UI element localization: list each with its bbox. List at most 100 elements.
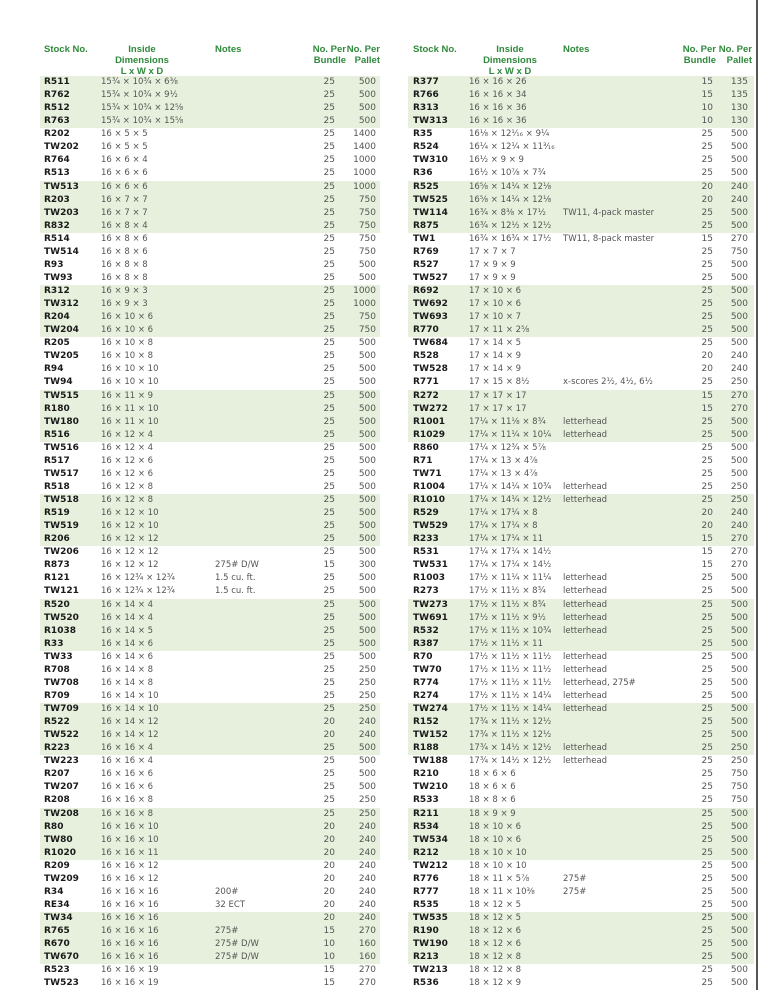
per-bundle: 25 xyxy=(323,416,335,427)
per-pallet: 500 xyxy=(730,625,748,636)
inside-dimensions: 17¾ × 14½ × 12½ xyxy=(469,756,552,767)
stock-no: R769 xyxy=(413,246,439,257)
per-pallet: 500 xyxy=(730,965,748,976)
stock-no: R152 xyxy=(413,717,439,728)
inside-dimensions: 17¼ × 11¼ × 10¼ xyxy=(469,429,552,440)
table-row: R212 18 × 10 × 10 25 500 xyxy=(408,846,754,860)
per-bundle: 10 xyxy=(701,116,713,127)
table-row: R777 18 × 11 × 10⅜ 275# 25 500 xyxy=(408,886,754,899)
table-row: TW203 16 × 7 × 7 25 750 xyxy=(40,206,380,220)
table-row: R34 16 × 16 × 16 200# 20 240 xyxy=(40,886,380,899)
table-row: R1038 16 × 14 × 5 25 500 xyxy=(40,624,380,638)
inside-dimensions: 16 × 12 × 8 xyxy=(101,495,154,505)
inside-dimensions: 16 × 16 × 6 xyxy=(101,769,154,780)
stock-no: R190 xyxy=(413,926,439,937)
per-bundle: 25 xyxy=(323,377,335,388)
table-row: TW208 16 × 16 × 8 25 250 xyxy=(40,807,380,821)
stock-no: R513 xyxy=(44,168,70,179)
table-row: R860 17¼ × 12¾ × 5⅞ 25 500 xyxy=(408,442,754,455)
inside-dimensions: 18 × 11 × 5⅞ xyxy=(469,873,530,884)
inside-dimensions: 17¼ × 13 × 4⅞ xyxy=(469,468,538,479)
inside-dimensions: 17½ × 11½ × 11 xyxy=(469,638,543,649)
per-pallet: 240 xyxy=(358,860,376,871)
per-bundle: 25 xyxy=(323,625,335,636)
per-bundle: 25 xyxy=(701,782,713,793)
table-row: TW80 16 × 16 × 10 20 240 xyxy=(40,833,380,847)
stock-no: R33 xyxy=(44,638,64,649)
table-row: R206 16 × 12 × 12 25 500 xyxy=(40,533,380,547)
per-pallet: 500 xyxy=(358,769,376,780)
per-bundle: 25 xyxy=(323,168,335,179)
inside-dimensions: 16 × 8 × 6 xyxy=(101,246,148,257)
stock-no: TW209 xyxy=(44,873,79,884)
table-row: TW209 16 × 16 × 12 20 240 xyxy=(40,873,380,886)
per-bundle: 25 xyxy=(323,795,335,806)
stock-no: R180 xyxy=(44,403,70,414)
stock-no: R313 xyxy=(413,103,439,114)
per-bundle: 20 xyxy=(701,181,713,192)
per-bundle: 25 xyxy=(323,312,335,323)
inside-dimensions: 16 × 12 × 10 xyxy=(101,521,159,532)
stock-no: TW520 xyxy=(44,612,79,623)
notes: 275# xyxy=(215,926,239,937)
per-bundle: 25 xyxy=(701,259,713,270)
stock-no: TW523 xyxy=(44,978,79,989)
header-pallet-2: Pallet xyxy=(354,55,380,66)
stock-no: TW527 xyxy=(413,272,448,283)
inside-dimensions: 17 × 14 × 9 xyxy=(469,364,522,375)
stock-no: R536 xyxy=(413,978,439,989)
inside-dimensions: 16 × 16 × 8 xyxy=(101,795,154,806)
stock-no: TW188 xyxy=(413,756,448,767)
inside-dimensions: 16 × 6 × 6 xyxy=(101,181,148,192)
table-row: TW310 16½ × 9 × 9 25 500 xyxy=(408,154,754,167)
per-bundle: 25 xyxy=(323,743,335,754)
table-row: R1004 17¼ × 14¼ × 10¾ letterhead 25 250 xyxy=(408,481,754,494)
stock-no: R535 xyxy=(413,899,439,910)
per-bundle: 25 xyxy=(701,429,713,440)
stock-no: TW310 xyxy=(413,155,448,166)
stock-no: R529 xyxy=(413,508,439,519)
inside-dimensions: 18 × 12 × 6 xyxy=(469,926,522,937)
stock-no: TW522 xyxy=(44,730,79,741)
per-pallet: 500 xyxy=(730,847,748,858)
inside-dimensions: 16 × 16 × 16 xyxy=(101,939,159,950)
per-pallet: 500 xyxy=(730,325,748,336)
stock-no: R1003 xyxy=(413,573,445,584)
per-bundle: 15 xyxy=(701,233,713,244)
per-bundle: 25 xyxy=(323,429,335,440)
inside-dimensions: 18 × 6 × 6 xyxy=(469,782,516,793)
per-pallet: 500 xyxy=(358,481,376,492)
inside-dimensions: 16 × 16 × 19 xyxy=(101,965,159,976)
per-bundle: 15 xyxy=(701,534,713,545)
stock-no: R210 xyxy=(413,769,439,780)
stock-no: R524 xyxy=(413,142,439,153)
per-bundle: 25 xyxy=(701,455,713,466)
per-pallet: 500 xyxy=(730,299,748,310)
stock-no: R36 xyxy=(413,168,433,179)
stock-no: TW121 xyxy=(44,586,79,597)
inside-dimensions: 17 × 11 × 2⅝ xyxy=(469,325,530,336)
header-inside-dimensions: Inside Dimensions L x W x D xyxy=(469,44,551,77)
per-bundle: 25 xyxy=(701,612,713,623)
inside-dimensions: 16¼ × 12¼ × 11³⁄₁₆ xyxy=(469,142,555,153)
stock-no: TW529 xyxy=(413,521,448,532)
per-pallet: 750 xyxy=(358,207,376,218)
notes: letterhead xyxy=(563,743,608,754)
per-bundle: 25 xyxy=(323,756,335,767)
table-row: R534 18 × 10 × 6 25 500 xyxy=(408,820,754,834)
table-row: R762 15¾ × 10¾ × 9½ 25 500 xyxy=(40,89,380,103)
table-row: R766 16 × 16 × 34 15 135 xyxy=(408,89,754,103)
stock-no: R532 xyxy=(413,625,439,636)
per-bundle: 25 xyxy=(701,625,713,636)
table-row: TW693 17 × 10 × 7 25 500 xyxy=(408,311,754,325)
per-bundle: 20 xyxy=(701,521,713,532)
per-pallet: 270 xyxy=(730,547,748,558)
header-pallet-1: No. Per xyxy=(346,44,380,55)
per-pallet: 160 xyxy=(358,952,376,963)
inside-dimensions: 16 × 14 × 12 xyxy=(101,717,159,728)
per-pallet: 750 xyxy=(730,246,748,257)
per-pallet: 240 xyxy=(358,873,376,884)
inside-dimensions: 17 × 10 × 6 xyxy=(469,286,522,296)
inside-dimensions: 15¾ × 10¾ × 15⅝ xyxy=(101,116,184,127)
per-pallet: 240 xyxy=(730,364,748,375)
